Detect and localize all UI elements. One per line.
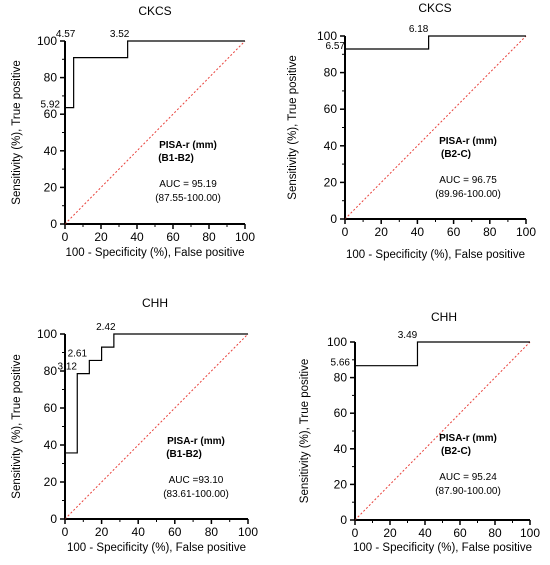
x-tick-label: 80	[205, 525, 219, 539]
x-tick-label: 60	[166, 230, 180, 244]
y-tick-label: 100	[327, 335, 347, 349]
roc-curve	[64, 40, 245, 224]
y-tick-label: 100	[37, 34, 57, 48]
annotation-group: (B1-B2)	[158, 153, 194, 164]
y-tick-label: 60	[324, 102, 338, 116]
cutoff-label: 2.61	[68, 348, 88, 359]
annotation-metric: PISA-r (mm)	[439, 433, 497, 444]
y-tick-label: 80	[44, 71, 58, 85]
x-tick-label: 80	[202, 230, 216, 244]
y-tick-label: 0	[50, 217, 57, 231]
y-tick-label: 60	[44, 107, 58, 121]
annotation-ci: (83.61-100.00)	[163, 489, 229, 500]
annotation-ci: (87.55-100.00)	[155, 193, 221, 204]
reference-line	[64, 40, 246, 225]
annotation-auc: AUC = 95.24	[439, 472, 497, 483]
annotation-group: (B1-B2)	[166, 449, 202, 460]
y-tick-label: 80	[334, 371, 348, 385]
annotation-metric: PISA-r (mm)	[439, 136, 497, 147]
cutoff-label: 3.49	[398, 330, 418, 341]
x-tick-label: 80	[483, 225, 497, 239]
annotation-auc: AUC = 96.75	[439, 175, 497, 186]
y-tick-label: 0	[50, 512, 57, 526]
y-tick-label: 80	[324, 66, 338, 80]
annotation-group: (B2-C)	[441, 446, 471, 457]
x-axis-label: 100 - Specificity (%), False positive	[66, 247, 245, 259]
y-axis-label: Sensitivity (%), True positive	[11, 60, 23, 204]
x-axis-label: 100 - Specificity (%), False positive	[346, 249, 525, 261]
x-tick-label: 60	[447, 225, 461, 239]
y-tick-label: 20	[44, 475, 58, 489]
roc-curve	[354, 341, 530, 520]
x-tick-label: 100	[238, 525, 258, 539]
reference-line	[354, 341, 531, 521]
x-tick-label: 60	[453, 526, 467, 540]
reference-line	[344, 35, 527, 220]
x-tick-label: 0	[352, 526, 359, 540]
x-tick-label: 20	[375, 225, 389, 239]
x-tick-label: 100	[235, 230, 255, 244]
y-axis-label: Sensitivity (%), True positive	[11, 354, 23, 498]
annotation-auc: AUC =93.10	[169, 475, 224, 486]
y-tick-label: 40	[44, 438, 58, 452]
y-tick-label: 20	[44, 180, 58, 194]
y-tick-label: 100	[317, 29, 337, 43]
cutoff-label: 5.66	[331, 358, 351, 369]
y-tick-label: 40	[334, 442, 348, 456]
x-tick-label: 40	[418, 526, 432, 540]
x-tick-label: 20	[383, 526, 397, 540]
cutoff-label: 6.57	[326, 41, 346, 52]
cutoff-label: 3.52	[110, 29, 130, 40]
roc-curve	[344, 35, 526, 219]
x-tick-label: 80	[488, 526, 502, 540]
y-tick-label: 60	[44, 401, 58, 415]
chart-title: CHH	[431, 310, 457, 324]
x-tick-label: 0	[62, 525, 69, 539]
x-axis-label: 100 - Specificity (%), False positive	[353, 542, 532, 554]
annotation-metric: PISA-r (mm)	[159, 140, 217, 151]
y-tick-label: 40	[44, 144, 58, 158]
annotation-metric: PISA-r (mm)	[167, 436, 225, 447]
y-tick-label: 20	[324, 175, 338, 189]
chart-title: CKCS	[418, 1, 451, 15]
x-tick-label: 40	[132, 525, 146, 539]
annotation-ci: (89.96-100.00)	[435, 189, 501, 200]
x-tick-label: 100	[516, 225, 536, 239]
roc-panel-1: CKCS 0 20 40 60 80 100 0 20 40 60 80 100 100 - Specif…	[11, 4, 255, 259]
cutoff-label: 2.42	[96, 322, 116, 333]
y-axis-label: Sensitivity (%), True positive	[299, 359, 311, 503]
roc-panel-2: CKCS 0 20 40 60 80 100 0 20 40 60 80 100 100 - Specif…	[287, 1, 536, 261]
x-tick-label: 40	[411, 225, 425, 239]
reference-line	[64, 333, 249, 520]
x-tick-label: 20	[95, 525, 109, 539]
roc-panel-4: CHH 0 20 40 60 80 100 0 20 40 60 80 100 100 - Specifi…	[299, 310, 540, 554]
chart-title: CKCS	[138, 4, 171, 18]
x-tick-label: 100	[520, 526, 540, 540]
x-axis-label: 100 - Specificity (%), False positive	[67, 542, 246, 554]
annotation-group: (B2-C)	[441, 149, 471, 160]
x-tick-label: 0	[62, 230, 69, 244]
y-tick-label: 0	[330, 212, 337, 226]
y-axis-label: Sensitivity (%), True positive	[287, 55, 299, 199]
annotation-ci: (87.90-100.00)	[435, 486, 501, 497]
cutoff-label: 4.57	[56, 29, 76, 40]
chart-title: CHH	[142, 296, 168, 310]
cutoff-label: 3.12	[58, 362, 78, 373]
x-tick-label: 20	[94, 230, 108, 244]
y-tick-label: 0	[340, 513, 347, 527]
roc-panel-3: CHH 0 20 40 60 80 100 0 20 40 60 80 100 100 - Specifi…	[11, 296, 258, 554]
x-tick-label: 40	[130, 230, 144, 244]
annotation-auc: AUC = 95.19	[159, 179, 217, 190]
y-tick-label: 40	[324, 139, 338, 153]
x-tick-label: 0	[342, 225, 349, 239]
cutoff-label: 6.18	[409, 24, 429, 35]
y-tick-label: 20	[334, 477, 348, 491]
roc-curve	[64, 333, 248, 519]
y-tick-label: 60	[334, 406, 348, 420]
x-tick-label: 60	[168, 525, 182, 539]
y-tick-label: 100	[37, 327, 57, 341]
cutoff-label: 5.92	[41, 100, 61, 111]
y-tick-label: 80	[44, 364, 58, 378]
